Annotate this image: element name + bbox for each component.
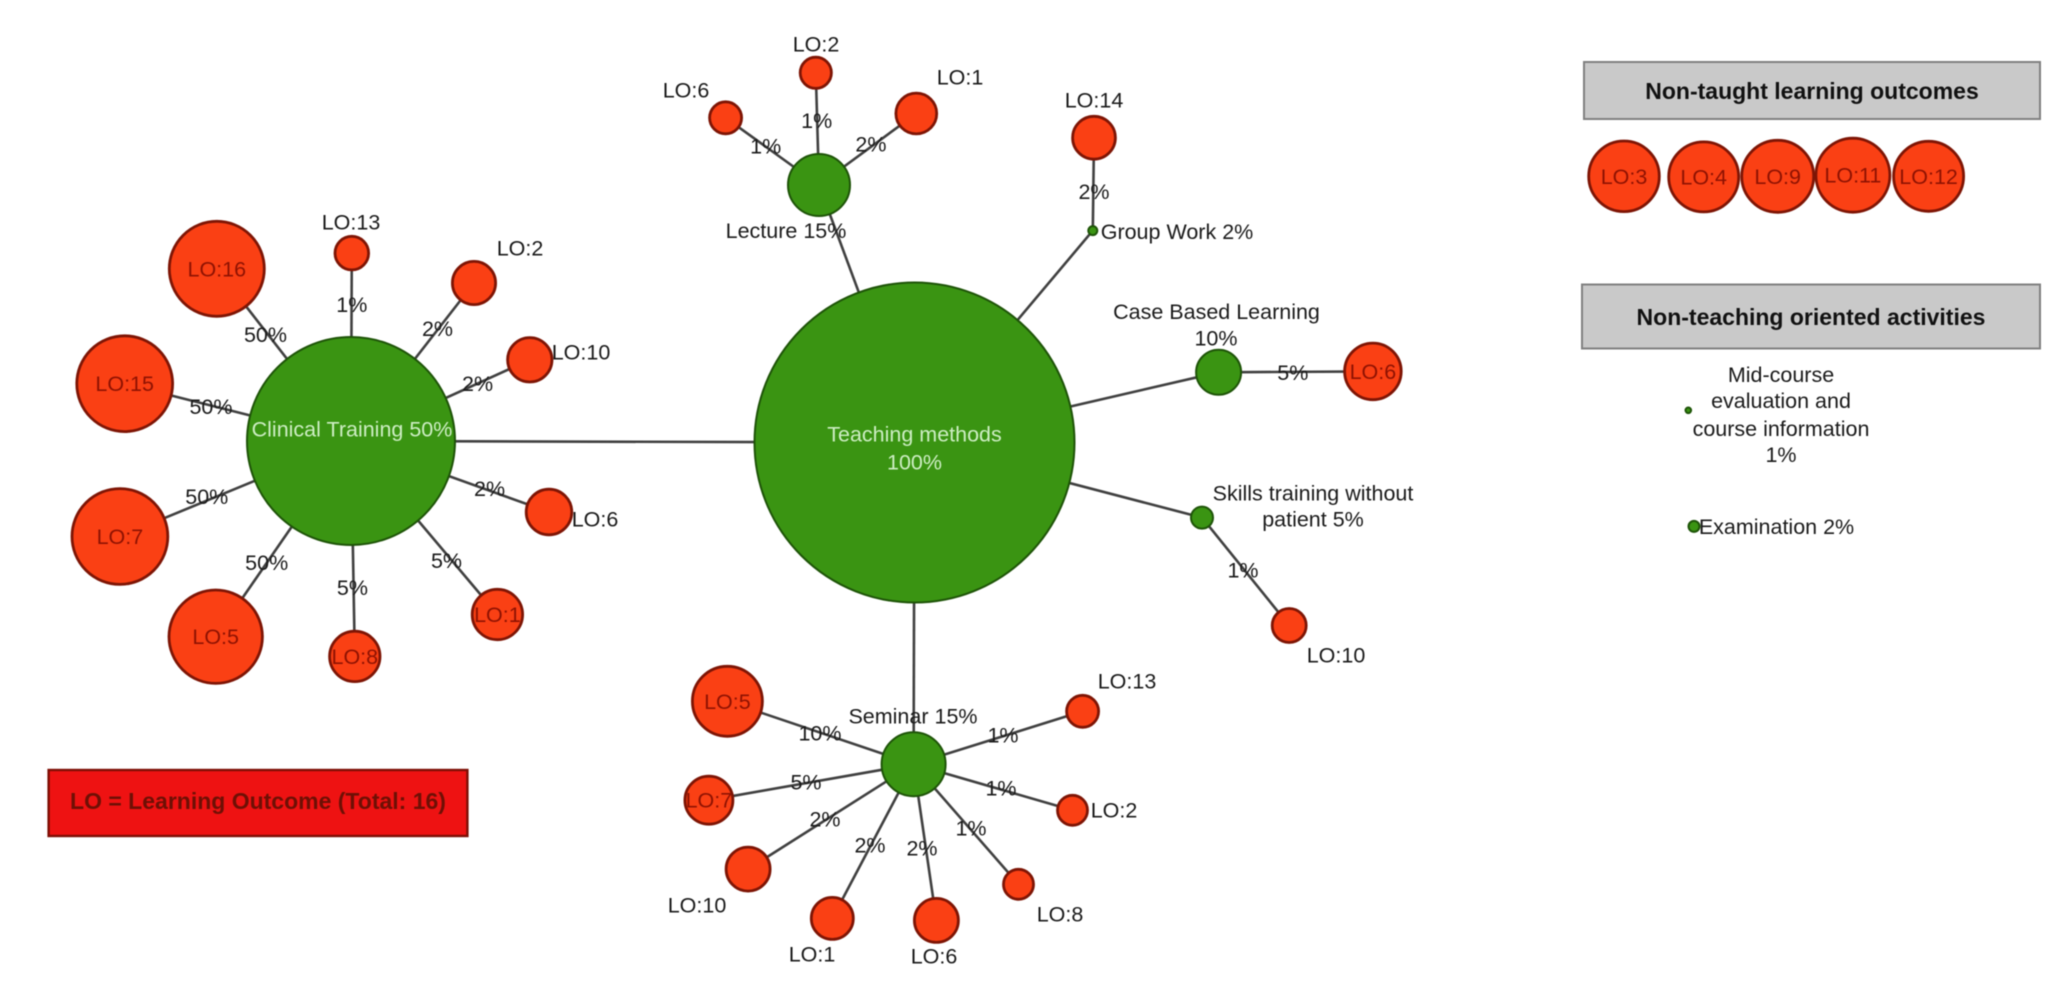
svg-text:Mid-course: Mid-course bbox=[1728, 363, 1834, 387]
svg-text:5%: 5% bbox=[790, 771, 821, 795]
svg-text:LO = Learning Outcome (Total:: LO = Learning Outcome (Total: 16) bbox=[70, 788, 446, 814]
svg-text:LO:11: LO:11 bbox=[1824, 164, 1881, 188]
svg-text:2%: 2% bbox=[462, 372, 493, 396]
svg-text:1%: 1% bbox=[985, 777, 1016, 801]
svg-text:Examination 2%: Examination 2% bbox=[1699, 515, 1854, 539]
svg-text:LO:1: LO:1 bbox=[937, 66, 984, 90]
svg-text:LO:14: LO:14 bbox=[1065, 89, 1124, 113]
svg-text:Non-teaching oriented activiti: Non-teaching oriented activities bbox=[1637, 304, 1986, 330]
svg-text:LO:10: LO:10 bbox=[668, 894, 727, 918]
svg-text:LO:10: LO:10 bbox=[552, 341, 611, 365]
svg-text:LO:13: LO:13 bbox=[1098, 670, 1157, 694]
svg-text:2%: 2% bbox=[474, 477, 505, 501]
svg-text:50%: 50% bbox=[185, 485, 228, 509]
svg-text:LO:6: LO:6 bbox=[572, 508, 619, 532]
svg-text:1%: 1% bbox=[336, 293, 367, 317]
svg-text:LO:12: LO:12 bbox=[1899, 165, 1958, 189]
svg-text:LO:13: LO:13 bbox=[322, 211, 381, 235]
svg-text:LO:9: LO:9 bbox=[1754, 165, 1801, 189]
svg-text:2%: 2% bbox=[855, 133, 886, 157]
svg-text:LO:6: LO:6 bbox=[911, 945, 958, 969]
svg-text:LO:16: LO:16 bbox=[188, 257, 247, 281]
svg-text:LO:5: LO:5 bbox=[704, 690, 751, 714]
svg-text:1%: 1% bbox=[750, 134, 781, 158]
svg-text:1%: 1% bbox=[955, 817, 986, 841]
svg-text:2%: 2% bbox=[906, 837, 937, 861]
svg-text:5%: 5% bbox=[337, 576, 368, 600]
svg-text:Case Based Learning: Case Based Learning bbox=[1113, 300, 1320, 324]
svg-text:2%: 2% bbox=[854, 834, 885, 858]
svg-text:LO:10: LO:10 bbox=[1307, 644, 1366, 668]
svg-text:1%: 1% bbox=[987, 724, 1018, 748]
svg-text:LO:2: LO:2 bbox=[497, 237, 544, 261]
svg-text:Non-taught learning outcomes: Non-taught learning outcomes bbox=[1645, 78, 1979, 104]
svg-text:2%: 2% bbox=[422, 317, 453, 341]
svg-text:2%: 2% bbox=[1078, 180, 1109, 204]
svg-text:LO:3: LO:3 bbox=[1601, 165, 1648, 189]
svg-text:LO:6: LO:6 bbox=[1350, 360, 1397, 384]
svg-text:LO:5: LO:5 bbox=[192, 625, 239, 649]
svg-text:LO:7: LO:7 bbox=[686, 789, 733, 813]
svg-text:1%: 1% bbox=[1227, 559, 1258, 583]
svg-text:Clinical Training 50%: Clinical Training 50% bbox=[252, 418, 453, 442]
svg-text:Seminar 15%: Seminar 15% bbox=[848, 705, 977, 729]
svg-text:patient 5%: patient 5% bbox=[1262, 508, 1364, 532]
svg-text:10%: 10% bbox=[798, 722, 841, 746]
svg-text:LO:15: LO:15 bbox=[95, 372, 154, 396]
svg-text:50%: 50% bbox=[245, 551, 288, 575]
svg-text:Lecture 15%: Lecture 15% bbox=[726, 219, 847, 243]
svg-text:LO:2: LO:2 bbox=[1091, 799, 1138, 823]
svg-text:LO:8: LO:8 bbox=[1037, 903, 1084, 927]
svg-text:1%: 1% bbox=[801, 109, 832, 133]
svg-text:Teaching methods: Teaching methods bbox=[827, 423, 1002, 447]
svg-text:LO:8: LO:8 bbox=[331, 645, 378, 669]
svg-text:evaluation and: evaluation and bbox=[1711, 389, 1851, 413]
svg-text:5%: 5% bbox=[1277, 361, 1308, 385]
svg-text:LO:7: LO:7 bbox=[97, 525, 144, 549]
svg-text:2%: 2% bbox=[809, 808, 840, 832]
svg-text:10%: 10% bbox=[1194, 327, 1237, 351]
svg-text:50%: 50% bbox=[244, 323, 287, 347]
svg-text:100%: 100% bbox=[887, 451, 942, 475]
svg-text:50%: 50% bbox=[189, 395, 232, 419]
svg-text:course information: course information bbox=[1693, 417, 1870, 441]
svg-text:LO:6: LO:6 bbox=[663, 79, 710, 103]
svg-text:LO:1: LO:1 bbox=[474, 603, 521, 627]
svg-text:Skills training without: Skills training without bbox=[1213, 482, 1414, 506]
svg-text:5%: 5% bbox=[431, 549, 462, 573]
svg-text:Group Work 2%: Group Work 2% bbox=[1101, 220, 1254, 244]
svg-text:LO:2: LO:2 bbox=[793, 33, 840, 57]
svg-text:LO:1: LO:1 bbox=[789, 943, 836, 967]
svg-text:1%: 1% bbox=[1765, 443, 1796, 467]
svg-text:LO:4: LO:4 bbox=[1680, 165, 1727, 189]
